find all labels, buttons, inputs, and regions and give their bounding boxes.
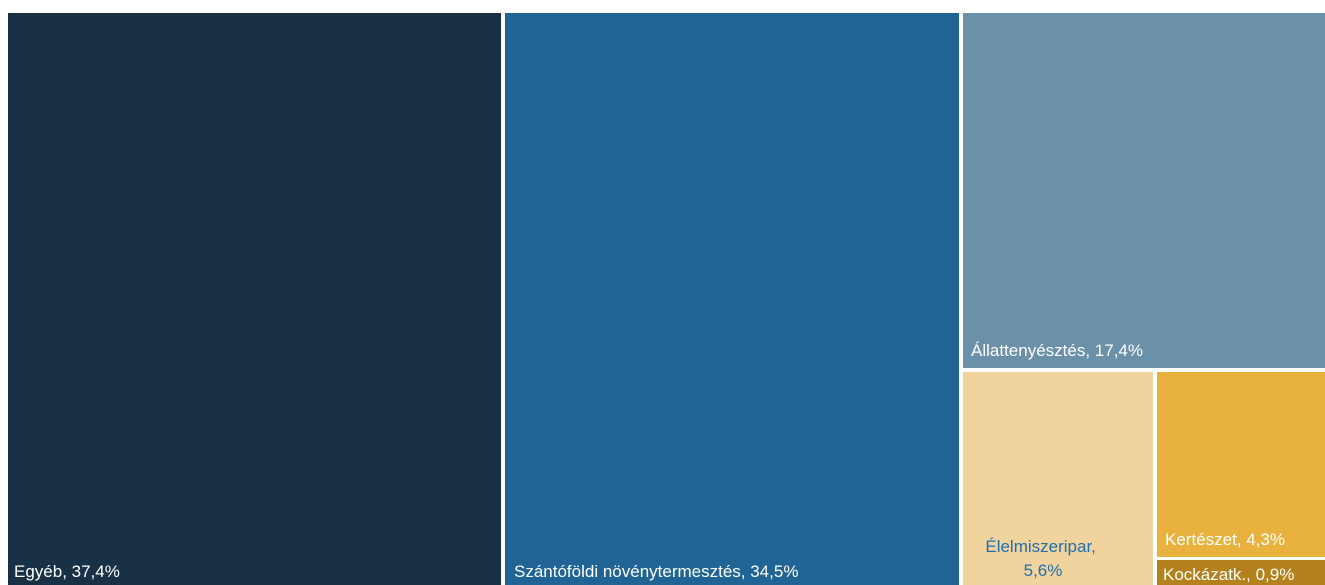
tile-elelmiszeripar-label-line1: Élelmiszeripar, bbox=[985, 537, 1096, 556]
tile-allattenyesztes-label: Állattenyésztés, 17,4% bbox=[971, 341, 1143, 360]
tile-allattenyesztes bbox=[963, 13, 1325, 368]
tile-kockazatk-label: Kockázatk., 0,9% bbox=[1163, 565, 1294, 584]
tile-elelmiszeripar bbox=[963, 372, 1153, 585]
tile-kerteszet-label: Kertészet, 4,3% bbox=[1165, 530, 1285, 549]
tile-kerteszet bbox=[1157, 372, 1325, 557]
tile-szantofoldi-novenytermesztes bbox=[505, 13, 959, 585]
tile-szantofoldi-novenytermesztes-label: Szántóföldi növénytermesztés, 34,5% bbox=[514, 562, 798, 581]
tile-kockazatk bbox=[1157, 560, 1325, 585]
tile-elelmiszeripar-label-line2: 5,6% bbox=[1024, 561, 1063, 580]
tile-egyeb-label: Egyéb, 37,4% bbox=[14, 562, 120, 581]
tile-egyeb bbox=[8, 13, 501, 585]
tile-elelmiszeripar-label: Élelmiszeripar, 5,6% bbox=[985, 537, 1100, 580]
